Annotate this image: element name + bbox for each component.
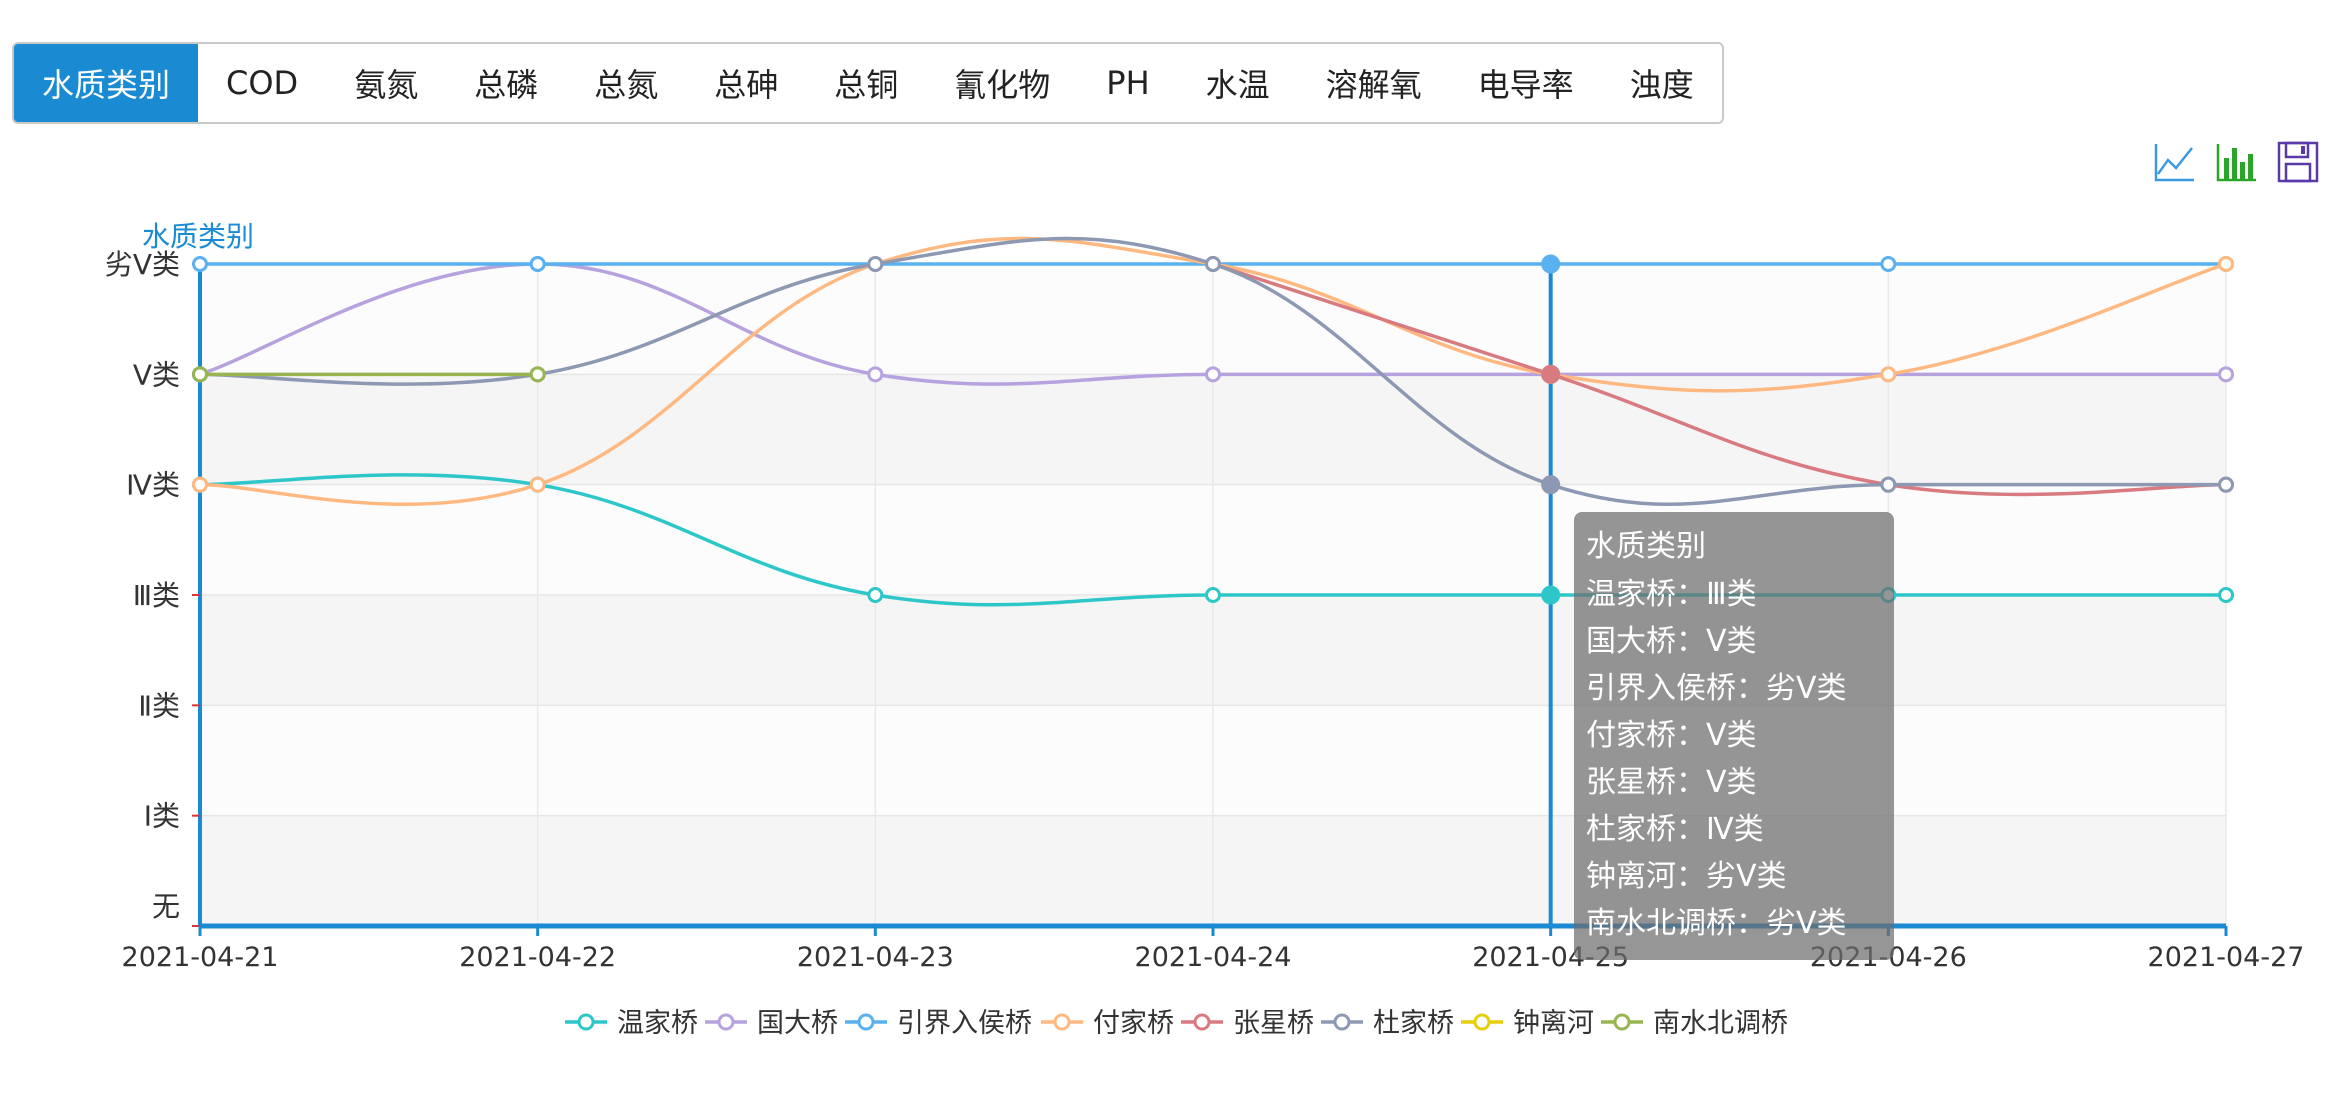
y-tick-label: 劣Ⅴ类 bbox=[105, 248, 180, 281]
tab-8[interactable]: PH bbox=[1106, 64, 1150, 102]
data-point-4-4[interactable] bbox=[1541, 364, 1561, 384]
data-point-1-2[interactable] bbox=[867, 366, 884, 383]
data-point-5-5[interactable] bbox=[1880, 476, 1897, 493]
tab-1[interactable]: COD bbox=[226, 64, 299, 102]
tab-9[interactable]: 水温 bbox=[1205, 66, 1270, 104]
data-point-3-0[interactable] bbox=[192, 476, 208, 493]
data-point-0-4[interactable] bbox=[1541, 585, 1561, 605]
data-point-5-2[interactable] bbox=[867, 256, 884, 272]
tab-6[interactable]: 总铜 bbox=[834, 66, 899, 104]
toolbox bbox=[2152, 140, 2320, 188]
y-tick-label: Ⅱ类 bbox=[138, 689, 180, 722]
tab-10[interactable]: 溶解氧 bbox=[1325, 66, 1422, 104]
legend-label-4[interactable]: 张星桥 bbox=[1233, 1008, 1314, 1039]
data-point-2-4[interactable] bbox=[1541, 254, 1561, 274]
data-point-3-6[interactable] bbox=[2218, 256, 2234, 272]
data-point-0-2[interactable] bbox=[867, 587, 884, 603]
legend-marker-5[interactable] bbox=[1333, 1013, 1351, 1031]
data-point-1-6[interactable] bbox=[2218, 366, 2234, 383]
legend-marker-4[interactable] bbox=[1193, 1013, 1211, 1031]
x-tick-label: 2021-04-22 bbox=[459, 942, 616, 973]
tooltip-line: 钟离河：劣Ⅴ类 bbox=[1586, 859, 1787, 894]
x-tick-label: 2021-04-27 bbox=[2148, 942, 2305, 973]
x-tick-label: 2021-04-24 bbox=[1135, 942, 1292, 973]
x-tick-label: 2021-04-23 bbox=[797, 942, 954, 973]
x-tick-label: 2021-04-21 bbox=[122, 942, 279, 973]
y-tick-label: Ⅳ类 bbox=[126, 469, 180, 502]
legend-label-5[interactable]: 杜家桥 bbox=[1373, 1008, 1454, 1039]
data-point-5-6[interactable] bbox=[2218, 476, 2234, 493]
tab-12[interactable]: 浊度 bbox=[1629, 66, 1694, 104]
legend-label-7[interactable]: 南水北调桥 bbox=[1653, 1008, 1788, 1039]
data-point-2-5[interactable] bbox=[1880, 256, 1897, 272]
tooltip-line: 付家桥：Ⅴ类 bbox=[1586, 718, 1757, 753]
legend-label-1[interactable]: 国大桥 bbox=[757, 1008, 838, 1039]
y-tick-label: Ⅲ类 bbox=[133, 579, 180, 612]
data-point-3-1[interactable] bbox=[529, 476, 546, 493]
tooltip-line: 张星桥：Ⅴ类 bbox=[1586, 765, 1757, 800]
tab-5[interactable]: 总砷 bbox=[714, 66, 779, 104]
line-chart-icon[interactable] bbox=[2152, 140, 2196, 184]
y-tick-label: 无 bbox=[152, 890, 180, 923]
data-point-1-3[interactable] bbox=[1205, 366, 1221, 383]
tab-4[interactable]: 总氮 bbox=[594, 66, 659, 104]
legend-marker-2[interactable] bbox=[857, 1013, 875, 1031]
legend-marker-0[interactable] bbox=[577, 1013, 595, 1031]
legend-label-3[interactable]: 付家桥 bbox=[1093, 1008, 1174, 1039]
legend-label-6[interactable]: 钟离河 bbox=[1513, 1008, 1594, 1039]
data-point-5-3[interactable] bbox=[1205, 256, 1221, 272]
data-point-7-1[interactable] bbox=[529, 366, 546, 383]
tooltip-box bbox=[1574, 512, 1894, 960]
data-point-0-3[interactable] bbox=[1205, 587, 1221, 603]
legend-label-2[interactable]: 引界入侯桥 bbox=[897, 1008, 1032, 1039]
data-point-2-0[interactable] bbox=[192, 256, 208, 272]
y-axis-name: 水质类别 bbox=[142, 220, 254, 253]
tab-2[interactable]: 氨氮 bbox=[354, 66, 419, 104]
tooltip-line: 杜家桥：Ⅳ类 bbox=[1586, 812, 1764, 847]
data-point-5-4[interactable] bbox=[1541, 475, 1561, 495]
legend-marker-6[interactable] bbox=[1473, 1013, 1491, 1031]
tab-7[interactable]: 氰化物 bbox=[954, 66, 1051, 104]
tooltip-line: 南水北调桥：劣Ⅴ类 bbox=[1586, 906, 1847, 941]
data-point-2-1[interactable] bbox=[529, 256, 546, 272]
y-tick-label: Ⅴ类 bbox=[133, 358, 180, 391]
data-point-0-6[interactable] bbox=[2218, 587, 2234, 603]
legend-marker-7[interactable] bbox=[1613, 1013, 1631, 1031]
bar-chart-icon[interactable] bbox=[2214, 140, 2258, 184]
legend-marker-3[interactable] bbox=[1053, 1013, 1071, 1031]
tooltip-line: 国大桥：Ⅴ类 bbox=[1586, 624, 1757, 659]
data-point-7-0[interactable] bbox=[192, 366, 208, 383]
tooltip-line: 引界入侯桥：劣Ⅴ类 bbox=[1586, 671, 1847, 706]
tab-3[interactable]: 总磷 bbox=[474, 66, 539, 104]
tooltip-line: 温家桥：Ⅲ类 bbox=[1586, 577, 1757, 612]
legend-marker-1[interactable] bbox=[717, 1013, 735, 1031]
tab-bar: 水质类别 COD 氨氮 总磷 总氮 总砷 总铜 氰化物 PH 水温 溶解氧 电导率 浊度 bbox=[12, 42, 1724, 124]
y-tick-label: Ⅰ类 bbox=[144, 800, 180, 833]
legend-label-0[interactable]: 温家桥 bbox=[617, 1008, 698, 1039]
series-line-4 bbox=[1212, 262, 2227, 497]
save-icon[interactable] bbox=[2276, 140, 2320, 184]
tooltip-title: 水质类别 bbox=[1586, 529, 1706, 564]
tab-0[interactable]: 水质类别 bbox=[14, 44, 199, 122]
tab-11[interactable]: 电导率 bbox=[1477, 66, 1574, 104]
data-point-3-5[interactable] bbox=[1880, 366, 1897, 383]
